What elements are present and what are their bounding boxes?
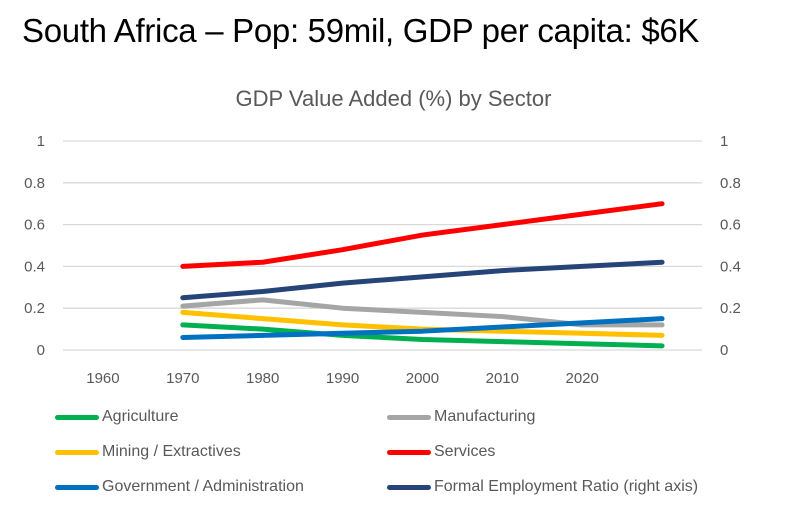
legend-label: Agriculture	[102, 408, 179, 425]
legend-swatch-services	[387, 449, 431, 455]
legend-item-formal-employment[interactable]: Formal Employment Ratio (right axis)	[387, 477, 698, 497]
x-tick-label: 1970	[166, 370, 199, 387]
gridlines	[63, 140, 702, 351]
legend-swatch-mining	[55, 449, 99, 455]
series-line-formal-employment-ratio-right-axis	[180, 259, 665, 301]
y-tick-label-right: 0.6	[720, 217, 741, 234]
y-tick-label-right: 0.2	[720, 300, 741, 317]
x-tick-label: 1960	[86, 370, 119, 387]
x-tick-label: 1980	[246, 370, 279, 387]
y-axis-right: 0 0.2 0.4 0.6 0.8 1	[720, 133, 741, 359]
legend-item-agriculture[interactable]: Agriculture	[55, 407, 178, 427]
y-tick-label-left: 0.6	[24, 217, 45, 234]
x-tick-label: 2020	[566, 370, 599, 387]
y-tick-label-left: 0	[37, 342, 45, 359]
y-tick-label-right: 0	[720, 342, 728, 359]
legend-swatch-manufacturing	[387, 414, 431, 420]
y-tick-label-left: 0.2	[24, 300, 45, 317]
legend-item-services[interactable]: Services	[387, 442, 495, 462]
chart-title: GDP Value Added (%) by Sector	[235, 86, 552, 111]
y-tick-label-right: 0.8	[720, 175, 741, 192]
y-tick-label-right: 1	[720, 133, 728, 150]
legend-item-manufacturing[interactable]: Manufacturing	[387, 407, 535, 427]
x-tick-label: 2010	[486, 370, 519, 387]
legend-swatch-formal-employment	[387, 484, 431, 490]
y-tick-label-right: 0.4	[720, 258, 741, 275]
y-tick-label-left: 0.8	[24, 175, 45, 192]
legend-label: Manufacturing	[434, 408, 536, 425]
legend-swatch-government	[55, 484, 99, 490]
y-axis-left: 0 0.2 0.4 0.6 0.8 1	[24, 133, 45, 359]
y-tick-label-left: 0.4	[24, 258, 45, 275]
legend-label: Government / Administration	[102, 478, 304, 495]
legend-label: Formal Employment Ratio (right axis)	[434, 478, 699, 495]
y-tick-label-left: 1	[37, 133, 45, 150]
legend-item-government[interactable]: Government / Administration	[55, 477, 304, 497]
legend-swatch-agriculture	[55, 414, 99, 420]
x-tick-label: 2000	[406, 370, 439, 387]
x-axis: 1960 1970 1980 1990 2000 2010 2020	[86, 370, 599, 387]
legend-item-mining[interactable]: Mining / Extractives	[55, 442, 241, 462]
legend-label: Services	[434, 443, 496, 460]
slide-title: South Africa – Pop: 59mil, GDP per capit…	[22, 12, 700, 49]
series-lines	[180, 201, 665, 349]
legend-label: Mining / Extractives	[102, 443, 241, 460]
x-tick-label: 1990	[326, 370, 359, 387]
